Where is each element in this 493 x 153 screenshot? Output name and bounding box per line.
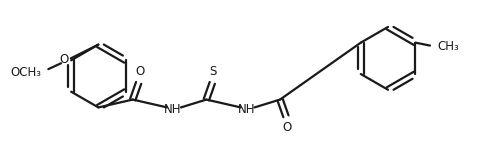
Text: NH: NH <box>238 103 255 116</box>
Text: NH: NH <box>164 103 182 116</box>
Text: O: O <box>135 65 144 78</box>
Text: CH₃: CH₃ <box>438 40 459 53</box>
Text: O: O <box>59 53 69 66</box>
Text: O: O <box>282 121 291 134</box>
Text: S: S <box>210 65 217 78</box>
Text: OCH₃: OCH₃ <box>10 66 41 79</box>
